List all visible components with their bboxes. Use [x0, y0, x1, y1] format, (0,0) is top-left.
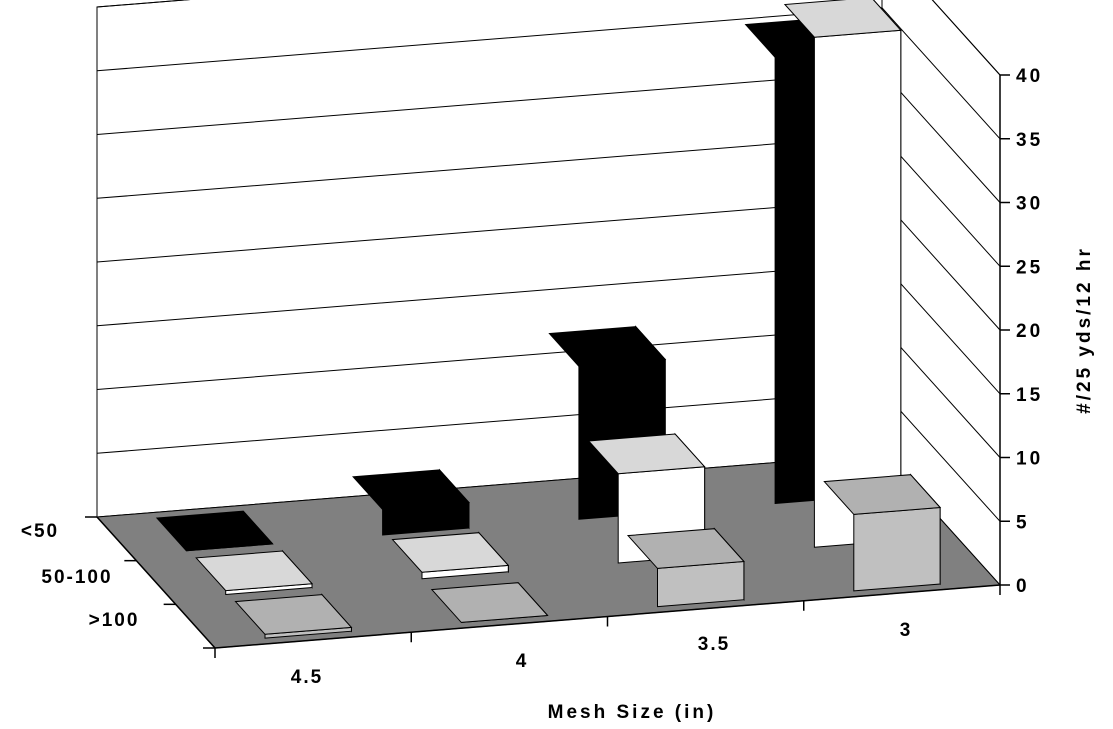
chart-walls — [96, 0, 1001, 587]
bar-top — [548, 326, 667, 367]
gridline — [96, 0, 1001, 76]
bar-top — [195, 550, 314, 592]
bar — [234, 593, 353, 639]
x-tick-label: 4 — [516, 651, 529, 672]
series-axis-label: <50 — [21, 521, 59, 542]
y-tick-label: 25 — [1016, 257, 1043, 278]
y-tick-label: 5 — [1016, 512, 1030, 533]
bar-front — [853, 506, 941, 592]
y-tick-label: 15 — [1016, 385, 1043, 406]
bar — [352, 468, 471, 536]
bar-top — [391, 532, 510, 573]
series-axis-label: >100 — [89, 610, 140, 631]
y-tick-label: 40 — [1016, 66, 1043, 87]
axes — [85, 74, 1010, 658]
y-tick-label: 35 — [1016, 130, 1043, 151]
bars — [155, 0, 942, 639]
y-axis-title: #/25 yds/12 hr — [1074, 246, 1095, 414]
bar — [391, 531, 510, 580]
y-tick-label: 30 — [1016, 194, 1043, 215]
bar — [626, 527, 745, 608]
gridline — [96, 7, 1001, 140]
bar — [195, 549, 314, 596]
bar-top — [626, 528, 745, 569]
bar-top — [234, 594, 353, 635]
bar-top — [783, 0, 902, 38]
bar — [155, 510, 274, 552]
bar — [783, 0, 902, 548]
bar-front — [813, 29, 902, 548]
x-tick-label: 3.5 — [698, 634, 730, 655]
back-wall — [96, 0, 883, 518]
bar-top — [587, 433, 706, 475]
series-axis-label: 50-100 — [41, 567, 112, 588]
x-tick-label: 3 — [900, 620, 913, 641]
bar-top — [430, 582, 549, 623]
bar — [430, 582, 549, 623]
bar-top — [823, 474, 942, 515]
x-tick-labels: 4.5 4 3.5 3 — [291, 620, 913, 688]
depth-axis — [96, 516, 216, 649]
y-tick-label: 10 — [1016, 449, 1043, 470]
y-tick-label: 20 — [1016, 321, 1043, 342]
x-tick-label: 4.5 — [291, 667, 323, 688]
series-axis-labels: <50 50-100 >100 — [21, 521, 140, 631]
bar-top — [352, 469, 471, 511]
bar-front — [657, 560, 745, 608]
y-tick-label: 0 — [1016, 576, 1030, 597]
bar-top — [155, 510, 274, 552]
x-axis-title: Mesh Size (in) — [548, 702, 717, 723]
bar — [823, 473, 942, 592]
y-tick-labels: 0 5 10 15 20 25 30 35 40 — [1016, 66, 1043, 597]
